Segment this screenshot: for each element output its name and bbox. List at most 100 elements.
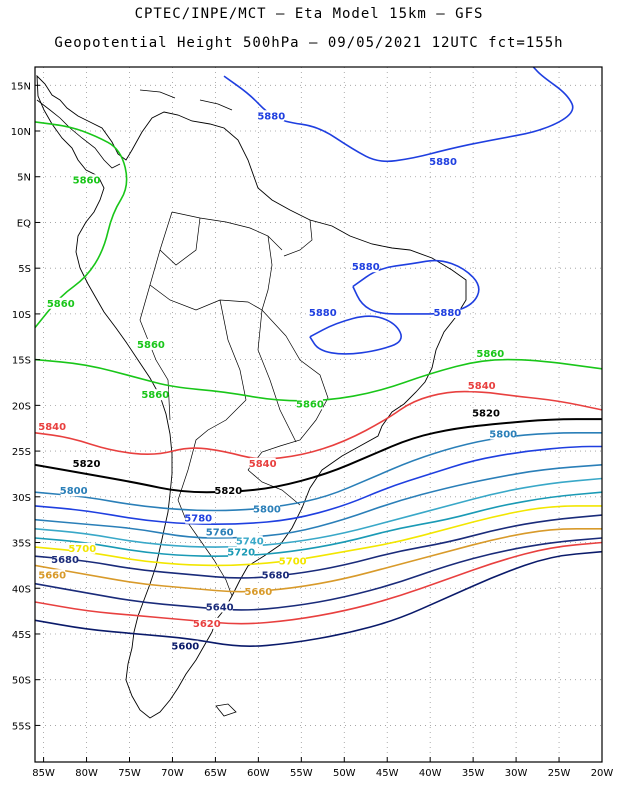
contour-label: 5840 (249, 459, 277, 470)
y-tick-label: 15S (12, 356, 31, 367)
contour-label: 5700 (279, 557, 307, 568)
x-tick-label: 70W (161, 768, 184, 779)
contour-label-bg (206, 526, 233, 538)
contour-label: 5880 (433, 308, 461, 319)
contour-label-bg (39, 569, 66, 581)
contour-line-5760 (35, 464, 602, 539)
contour-line-5640 (35, 537, 602, 611)
contour-label-bg (73, 174, 100, 186)
latitude-axis: 15N 10N 5N EQ 5S 10S 15S 20S 25S 30S 35S 40S 45S 50S 5… (11, 81, 40, 732)
contour-label: 5820 (472, 409, 500, 420)
contour-line-5660 (35, 528, 602, 593)
contour-label: 5600 (171, 642, 199, 653)
x-tick-label: 85W (32, 768, 55, 779)
contour-label-bg (206, 601, 233, 613)
contour-line-5780 (35, 445, 602, 526)
central-america-outline (36, 89, 233, 169)
contour-label-bg (39, 421, 66, 433)
y-tick-label: 5S (18, 264, 31, 275)
contour-label-bg (253, 503, 280, 515)
x-tick-label: 60W (247, 768, 270, 779)
contour-label: 5860 (476, 349, 504, 360)
contour-label-bg (309, 306, 336, 318)
contour-label-bg (477, 348, 504, 360)
contour-label: 5820 (73, 459, 101, 470)
contour-label: 5740 (236, 537, 264, 548)
contour-line-5880 (352, 259, 480, 315)
contour-label-bg (47, 297, 74, 309)
y-tick-label: 20S (12, 401, 31, 412)
x-tick-label: 75W (118, 768, 141, 779)
contour-label: 5800 (253, 505, 281, 516)
contour-line-5720 (35, 491, 602, 558)
south-america-coastline (36, 74, 467, 719)
contour-label: 5660 (244, 587, 272, 598)
x-tick-label: 65W (204, 768, 227, 779)
x-tick-label: 30W (505, 768, 528, 779)
contour-label-bg (193, 617, 220, 629)
contour-label: 5860 (47, 299, 75, 310)
contour-label-bg (245, 585, 272, 597)
contour-label-bg (352, 261, 379, 273)
contour-label: 5860 (137, 340, 165, 351)
contour-line-5620 (35, 541, 602, 625)
contour-labels: 5880 5880 5880 5880 5880 5860 5860 5860 5860 5860… (38, 110, 517, 653)
contour-label-bg (473, 407, 500, 419)
contour-line-5840 (35, 390, 602, 460)
y-tick-label: 55S (12, 721, 31, 732)
y-tick-label: 40S (12, 584, 31, 595)
contour-line-5740 (35, 477, 602, 548)
contour-label: 5880 (352, 262, 380, 273)
contour-label-bg (279, 555, 306, 567)
contour-label-bg (137, 338, 164, 350)
contour-label-bg (262, 569, 289, 581)
y-tick-label: 15N (11, 81, 31, 92)
contour-label-bg (142, 389, 169, 401)
contour-label: 5860 (296, 399, 324, 410)
contour-label-bg (52, 553, 79, 565)
contour-label-bg (172, 640, 199, 652)
contour-label: 5640 (206, 602, 234, 613)
y-tick-label: 25S (12, 447, 31, 458)
contour-label-bg (228, 546, 255, 558)
contour-label: 5860 (73, 175, 101, 186)
y-tick-label: EQ (17, 218, 31, 229)
longitude-axis: 85W 80W 75W 70W 65W 60W 55W 50W 45W 40W 35W 30W 25W 2… (32, 757, 613, 779)
contour-line-5680 (35, 514, 602, 579)
y-tick-label: 10N (11, 127, 31, 138)
y-tick-label: 50S (12, 676, 31, 687)
contour-label: 5840 (38, 422, 66, 433)
contour-label: 5700 (68, 544, 96, 555)
contour-label-bg (490, 428, 517, 440)
contour-label: 5680 (262, 570, 290, 581)
contour-label: 5880 (257, 111, 285, 122)
contour-label-bg (296, 398, 323, 410)
contour-label: 5620 (193, 619, 221, 630)
contour-line-5860 (35, 358, 602, 402)
contour-label: 5660 (38, 570, 66, 581)
contour-line-5860 (35, 121, 128, 329)
x-tick-label: 35W (462, 768, 485, 779)
y-tick-label: 45S (12, 630, 31, 641)
y-tick-label: 35S (12, 539, 31, 550)
contour-line-5800 (35, 432, 602, 512)
contour-label: 5880 (309, 308, 337, 319)
y-tick-label: 5N (17, 173, 31, 184)
contour-label-bg (249, 457, 276, 469)
contour-line-5880 (223, 67, 574, 163)
contour-label-bg (236, 535, 263, 547)
lat-lon-grid (35, 67, 603, 762)
contour-label-bg (258, 110, 285, 122)
contour-label-bg (215, 485, 242, 497)
contour-label: 5780 (184, 514, 212, 525)
contour-label: 5800 (489, 430, 517, 441)
contour-line-5600 (35, 550, 602, 647)
x-tick-label: 20W (591, 768, 614, 779)
map-title-line1: CPTEC/INPE/MCT – Eta Model 15km – GFS (134, 6, 484, 22)
x-tick-label: 45W (376, 768, 399, 779)
x-tick-label: 50W (333, 768, 356, 779)
map-title-line2: Geopotential Height 500hPa – 09/05/2021 … (54, 35, 564, 51)
plot-frame (34, 66, 603, 763)
y-tick-label: 30S (12, 493, 31, 504)
